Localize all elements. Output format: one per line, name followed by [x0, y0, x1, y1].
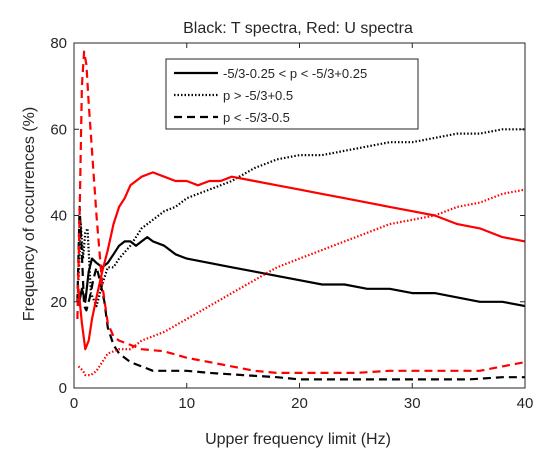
series-line-3 [77, 171, 526, 351]
legend: -5/3-0.25 < p < -5/3+0.25 p > -5/3+0.5 p <… [165, 58, 419, 130]
x-tick-label: 0 [70, 395, 78, 412]
series-line-2 [76, 205, 525, 381]
x-tick-label: 20 [291, 395, 308, 412]
y-tick-label: 20 [50, 294, 67, 311]
y-tick-label: 0 [59, 380, 67, 397]
y-axis-label: Frequency of occurrences (%) [21, 107, 38, 321]
series-line-0 [77, 236, 526, 308]
y-tick-label: 60 [50, 121, 67, 138]
y-tick-label: 80 [50, 35, 67, 52]
legend-label: -5/3-0.25 < p < -5/3+0.25 [223, 66, 367, 81]
x-axis-label: Upper frequency limit (Hz) [205, 431, 391, 448]
x-tick-label: 30 [404, 395, 421, 412]
y-tick-label: 40 [50, 208, 67, 225]
plot-area: 0 10 20 30 40 0 20 40 60 80 [50, 35, 533, 412]
x-tick-label: 40 [517, 395, 534, 412]
chart-title: Black: T spectra, Red: U spectra [183, 20, 413, 37]
x-tick-label: 10 [178, 395, 195, 412]
legend-label: p < -5/3-0.5 [223, 110, 290, 125]
legend-label: p > -5/3+0.5 [223, 88, 293, 103]
series-line-5 [76, 50, 526, 374]
series-line-4 [77, 188, 526, 377]
